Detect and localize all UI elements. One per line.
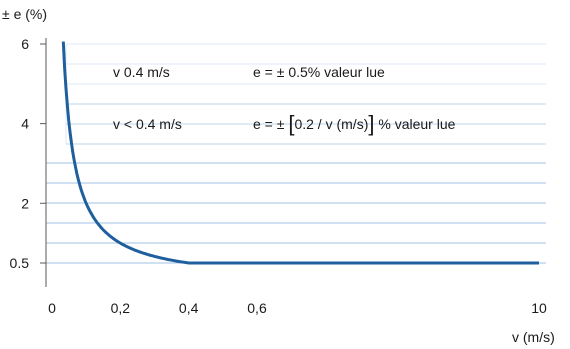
x-axis-ticks: 0 0,2 0,4 0,6 10	[48, 300, 547, 316]
y-axis-label: ± e (%)	[2, 6, 47, 22]
x-tick-label: 0	[48, 300, 56, 316]
x-tick-label: 0,6	[247, 300, 267, 316]
y-tick-label: 2	[21, 195, 29, 211]
x-tick-label: 10	[531, 300, 547, 316]
x-tick-label: 0,4	[179, 300, 199, 316]
x-axis-label: v (m/s)	[512, 329, 555, 345]
series-line	[61, 41, 539, 265]
y-tick-label: 4	[21, 116, 29, 132]
annotation-row2-right: e = ± [0.2 / v (m/s)] % valeur lue	[253, 113, 456, 135]
annotation-row2-formula: 0.2 / v (m/s)	[294, 116, 369, 132]
bracket-open: [	[288, 111, 295, 136]
annotation-row1-left: v 0.4 m/s	[113, 64, 170, 80]
annotation-row2-post: % valeur lue	[374, 116, 456, 132]
annotation-row2-pre: e = ±	[253, 116, 289, 132]
y-tick-label: 6	[21, 36, 29, 52]
y-tick-label: 0.5	[10, 255, 30, 271]
annotation-row1-right: e = ± 0.5% valeur lue	[253, 64, 385, 80]
x-tick-label: 0,2	[111, 300, 131, 316]
annotation-row2-left: v < 0.4 m/s	[113, 116, 182, 132]
bracket-close: ]	[368, 111, 375, 136]
y-axis-ticks: 0.5 2 4 6	[10, 36, 46, 271]
